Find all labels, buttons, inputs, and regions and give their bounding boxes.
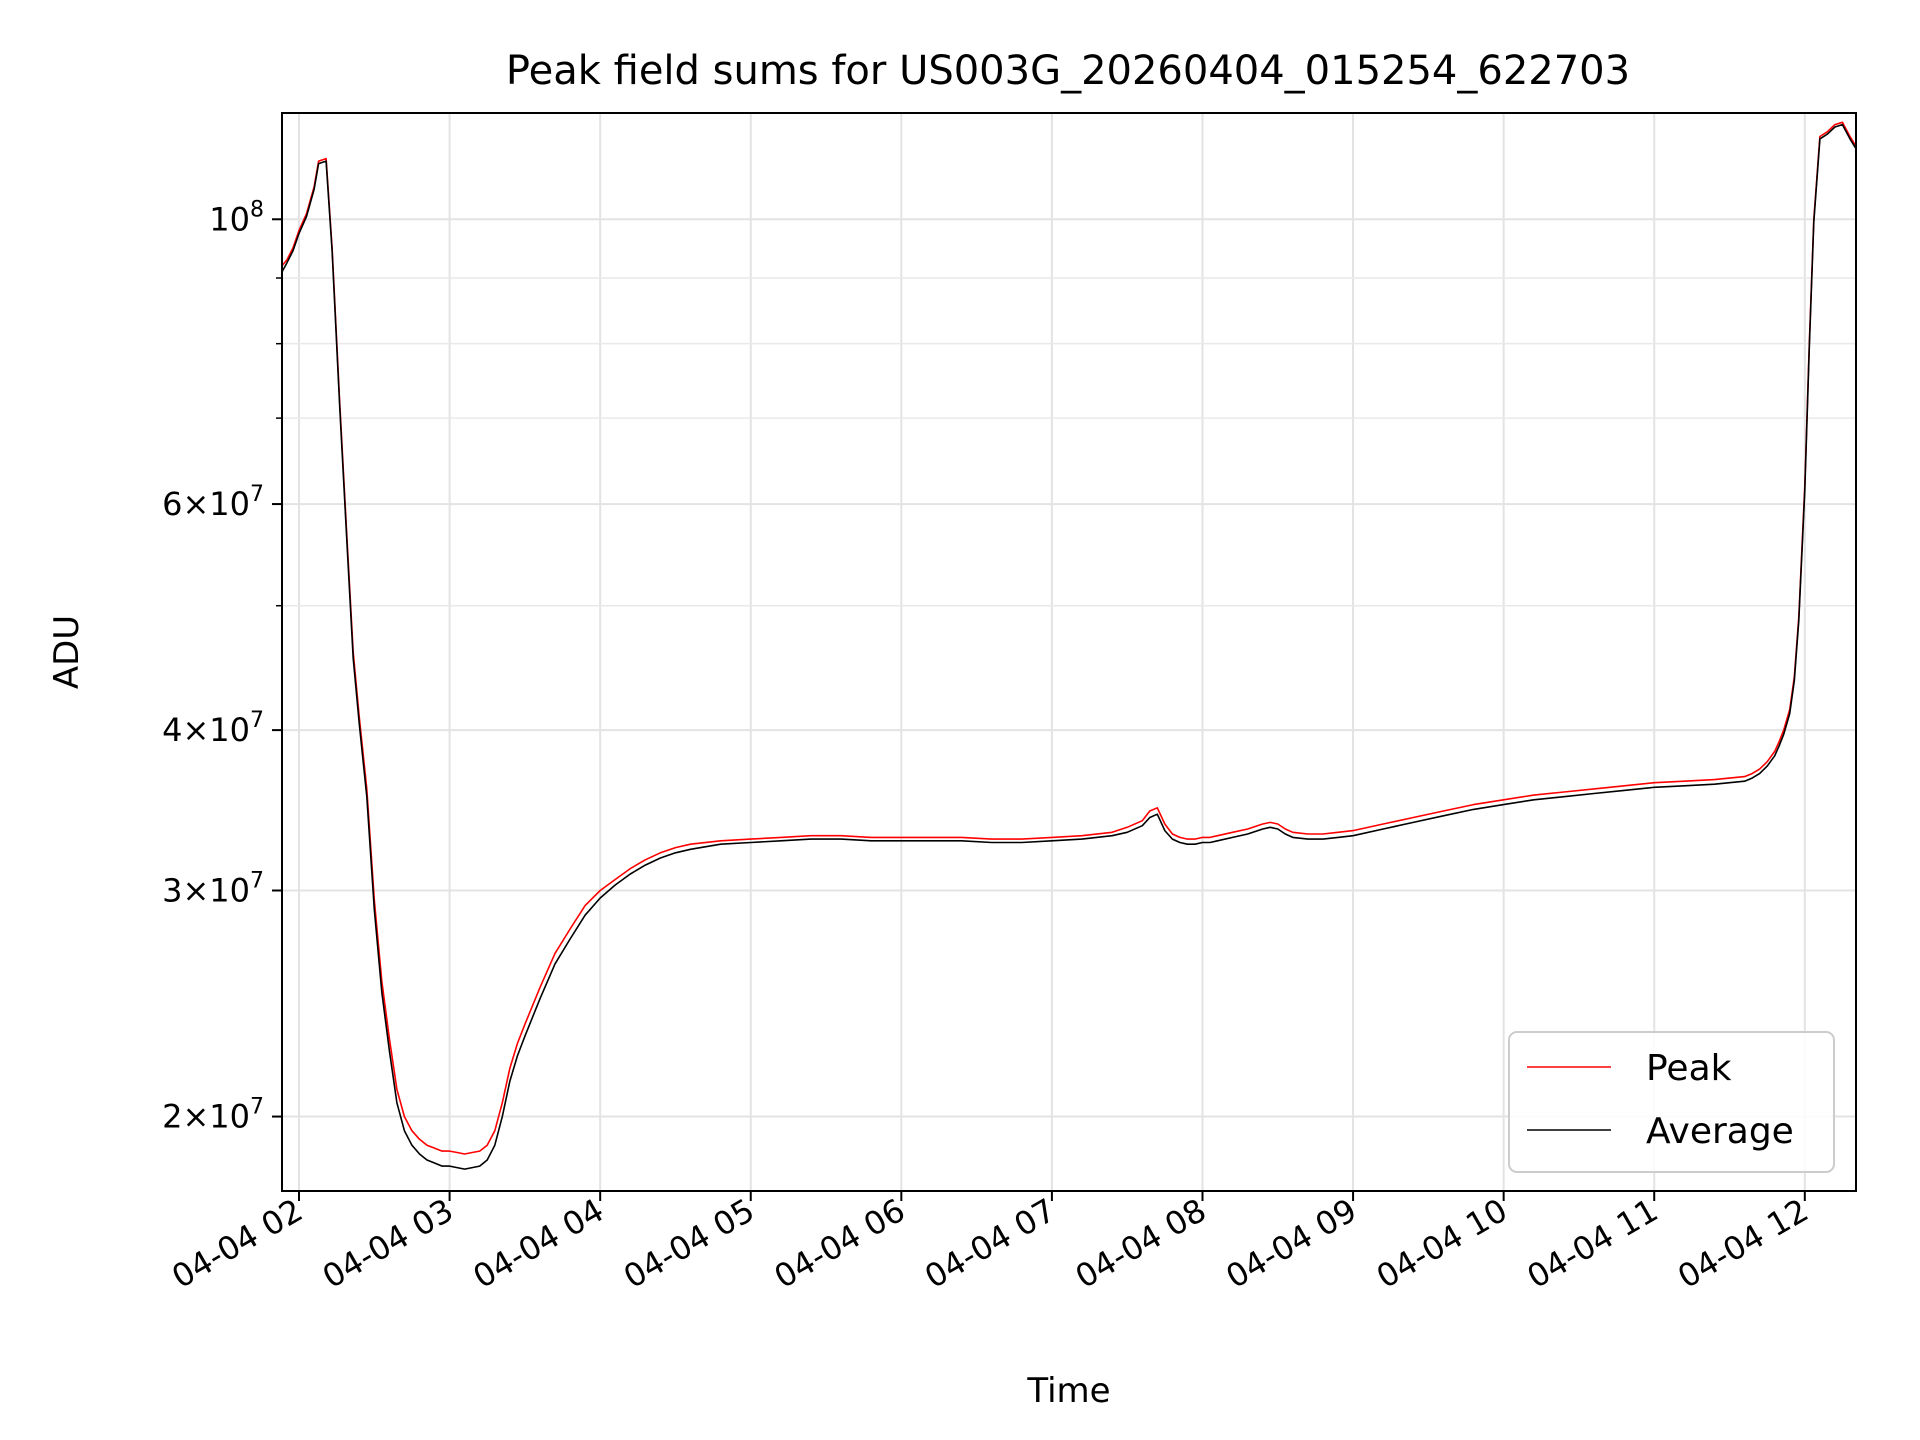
plot-area <box>281 112 1857 1192</box>
peak-series-line <box>281 121 1857 1155</box>
y-axis-label: ADU <box>47 615 87 689</box>
y-tick-label: 2×107 <box>162 1095 264 1136</box>
y-tick-label: 3×107 <box>162 869 264 910</box>
grid-lines <box>282 113 1856 1191</box>
average-series-line <box>281 123 1857 1170</box>
y-tick-label: 4×107 <box>162 708 264 749</box>
y-tick-label: 108 <box>209 197 264 238</box>
legend-average-label: Average <box>1646 1111 1794 1152</box>
y-tick-label: 6×107 <box>162 482 264 523</box>
plot-frame <box>281 112 1857 1192</box>
y-axis: 2×107 3×107 4×107 6×107 108 <box>162 197 282 1136</box>
chart-title: Peak field sums for US003G_20260404_0152… <box>506 48 1630 94</box>
series-layer <box>281 121 1857 1170</box>
x-axis-label: Time <box>1026 1371 1110 1411</box>
legend: Peak Average <box>1508 1031 1835 1173</box>
plot-background <box>282 113 1856 1191</box>
legend-peak-label: Peak <box>1646 1048 1732 1089</box>
